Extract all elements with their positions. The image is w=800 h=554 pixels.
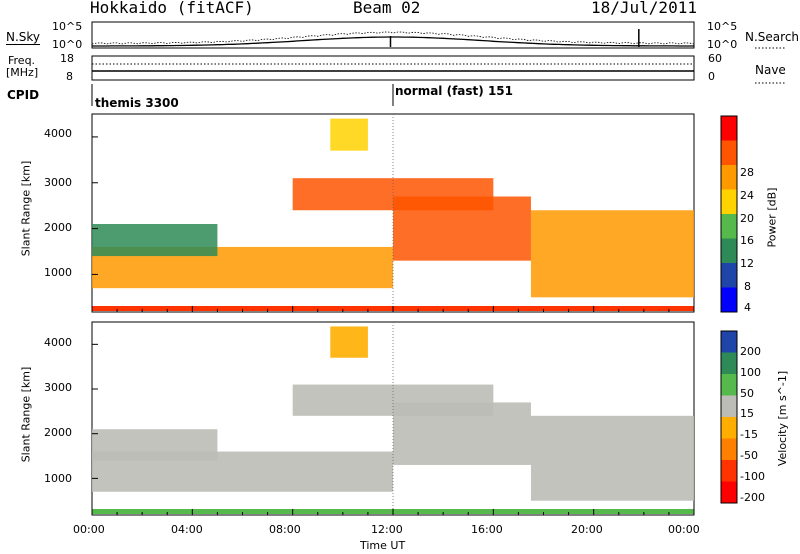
power-ytick-2000: 2000 [44, 221, 72, 234]
nsky-tick-top: 10^5 [52, 20, 83, 33]
power-cbar-tick-20: 20 [740, 212, 754, 225]
power-cbar-tick-8: 8 [744, 280, 751, 293]
cpid-mode-1: themis 3300 [95, 96, 179, 110]
power-colorbar-seg-8 [721, 287, 737, 313]
power-colorbar-frame [720, 115, 738, 313]
cpid-mode-2: normal (fast) 151 [395, 84, 513, 98]
power-echo-band-4 [393, 196, 531, 261]
freq-tick-bottom: 8 [66, 70, 73, 83]
velocity-colorbar-seg-8 [721, 481, 737, 504]
power-ytick-3000: 3000 [44, 176, 72, 189]
beam-title: Beam 02 [353, 0, 421, 17]
xaxis-tick-2: 04:00 [171, 523, 203, 536]
power-colorbar-seg-1 [721, 116, 737, 141]
freq-label-line2: [MHz] [6, 66, 39, 79]
xaxis-tick-6: 20:00 [571, 523, 603, 536]
vel-cbar-tick-minus100: -100 [740, 470, 765, 483]
power-cbar-tick-16: 16 [740, 234, 754, 247]
nave-label: Nave [755, 63, 786, 77]
power-colorbar-seg-2 [721, 140, 737, 166]
vel-cbar-tick-minus50: -50 [740, 449, 758, 462]
vel-cbar-tick-minus15: -15 [740, 428, 758, 441]
power-ytick-4000: 4000 [44, 127, 72, 140]
power-cbar-tick-12: 12 [740, 257, 754, 270]
power-echo-band-5 [530, 210, 694, 298]
velocity-colorbar-seg-2 [721, 352, 737, 375]
vel-cbar-tick-200: 200 [740, 345, 761, 358]
xaxis-tick-7: 00:00 [668, 523, 700, 536]
power-colorbar-seg-6 [721, 238, 737, 264]
velocity-colorbar-seg-1 [721, 331, 737, 353]
velocity-colorbar-seg-7 [721, 460, 737, 482]
power-colorbar-seg-3 [721, 165, 737, 190]
cpid-label: CPID [7, 88, 40, 102]
nave-tick-bottom: 0 [708, 70, 715, 83]
xaxis-tick-5: 16:00 [471, 523, 503, 536]
nave-tick-top: 60 [708, 52, 722, 65]
nsearch-series [91, 31, 695, 45]
velocity-echo-band-6 [330, 326, 368, 358]
velocity-colorbar-seg-5 [721, 417, 737, 439]
power-colorbar-seg-7 [721, 263, 737, 288]
vel-cbar-tick-50: 50 [740, 387, 754, 400]
power-cbar-tick-4: 4 [744, 301, 751, 314]
velocity-colorbar-seg-4 [721, 395, 737, 418]
freq-tick-top: 18 [60, 52, 74, 65]
velocity-echo-band-5 [530, 415, 694, 501]
vel-ytick-1000: 1000 [44, 472, 72, 485]
xaxis-label: Time UT [360, 539, 406, 552]
power-colorbar-seg-4 [721, 189, 737, 215]
xaxis-tick-3: 08:00 [269, 523, 301, 536]
freq-panel-frame [91, 55, 695, 81]
vel-cbar-tick-minus200: -200 [740, 491, 765, 504]
nsearch-tick-bottom: 10^0 [707, 38, 738, 51]
nsky-tick-bottom: 10^0 [52, 38, 83, 51]
xaxis-tick-4: 12:00 [371, 523, 403, 536]
nsky-series [92, 36, 694, 47]
power-colorbar-seg-5 [721, 214, 737, 239]
nsearch-label: N.Search [745, 30, 800, 44]
power-echo-band-2 [92, 224, 218, 257]
vel-ytick-4000: 4000 [44, 336, 72, 349]
velocity-colorbar-seg-3 [721, 374, 737, 396]
station-title: Hokkaido (fitACF) [90, 0, 254, 17]
freq-label-line1: Freq. [8, 54, 36, 67]
power-ytick-1000: 1000 [44, 266, 72, 279]
date-title: 18/Jul/2011 [591, 0, 697, 17]
nsky-label: N.Sky [6, 30, 41, 45]
power-cbar-tick-28: 28 [740, 166, 754, 179]
xaxis-tick-1: 00:00 [73, 523, 105, 536]
vel-cbar-tick-15: 15 [740, 407, 754, 420]
velocity-colorbar-frame [720, 330, 738, 504]
velocity-colorbar-seg-6 [721, 438, 737, 461]
vel-cbar-tick-100: 100 [740, 366, 761, 379]
vel-ytick-2000: 2000 [44, 426, 72, 439]
vel-ytick-3000: 3000 [44, 381, 72, 394]
velocity-echo-band-2 [92, 429, 218, 461]
power-cbar-tick-24: 24 [740, 189, 754, 202]
nsearch-tick-top: 10^5 [707, 20, 738, 33]
nsky-panel-frame [91, 21, 695, 49]
velocity-echo-band-4 [393, 402, 531, 465]
power-echo-band-6 [330, 118, 368, 151]
